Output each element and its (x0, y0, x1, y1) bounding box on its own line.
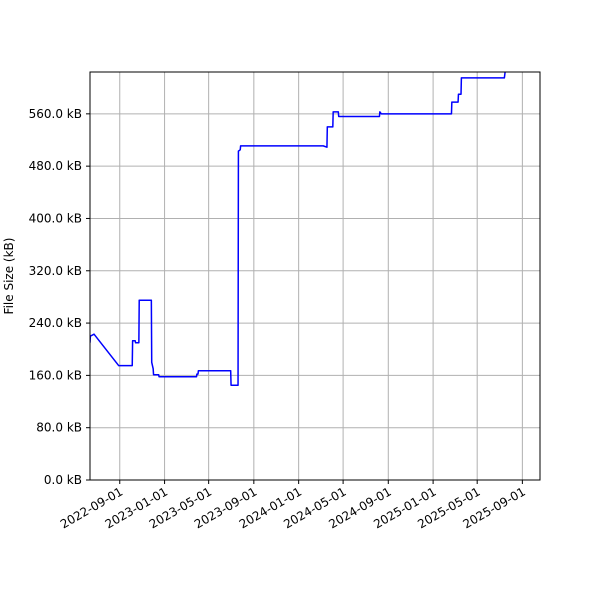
y-tick-label: 320.0 kB (29, 264, 82, 278)
y-tick-label: 480.0 kB (29, 159, 82, 173)
plot-frame (89, 71, 541, 481)
y-tick-label: 160.0 kB (29, 368, 82, 382)
y-axis-label: File Size (kB) (2, 238, 16, 315)
plot-series (90, 72, 506, 386)
y-tick-label: 560.0 kB (29, 107, 82, 121)
y-tick-label: 240.0 kB (29, 316, 82, 330)
y-tick-label: 80.0 kB (36, 421, 82, 435)
y-tick-label: 0.0 kB (44, 473, 82, 487)
file-size-line (90, 72, 506, 386)
y-tick-label: 400.0 kB (29, 211, 82, 225)
y-axis-ticks: 0.0 kB 80.0 kB 160.0 kB 240.0 kB 320.0 kB 400… (29, 107, 90, 487)
